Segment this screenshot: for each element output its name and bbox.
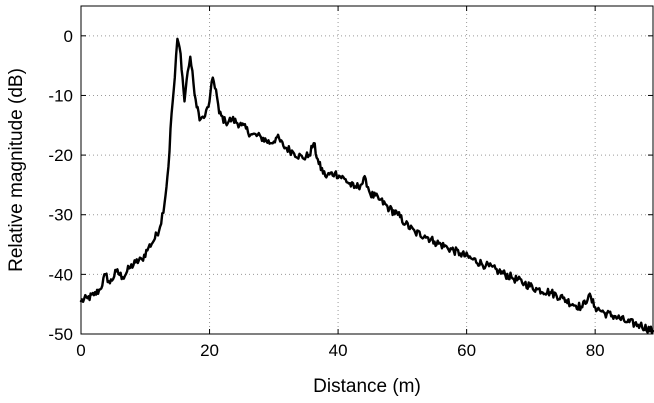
y-tick-label: -40 bbox=[48, 265, 73, 284]
x-tick-label: 60 bbox=[457, 341, 476, 360]
x-tick-label: 40 bbox=[329, 341, 348, 360]
x-axis-title: Distance (m) bbox=[313, 376, 421, 397]
y-tick-label: -10 bbox=[48, 86, 73, 105]
x-tick-label: 0 bbox=[76, 341, 85, 360]
y-tick-label: -20 bbox=[48, 146, 73, 165]
grid bbox=[81, 6, 653, 334]
y-tick-label: 0 bbox=[64, 27, 73, 46]
y-axis-title: Relative magnitude (dB) bbox=[6, 68, 27, 272]
x-tick-label: 80 bbox=[586, 341, 605, 360]
y-tick-label: -50 bbox=[48, 325, 73, 344]
ticks: 0 20 40 60 80 0 -10 -20 -30 -40 -50 bbox=[48, 6, 653, 360]
y-tick-label: -30 bbox=[48, 206, 73, 225]
plot-frame bbox=[80, 5, 654, 335]
x-tick-label: 20 bbox=[200, 341, 219, 360]
series-line bbox=[79, 37, 654, 335]
